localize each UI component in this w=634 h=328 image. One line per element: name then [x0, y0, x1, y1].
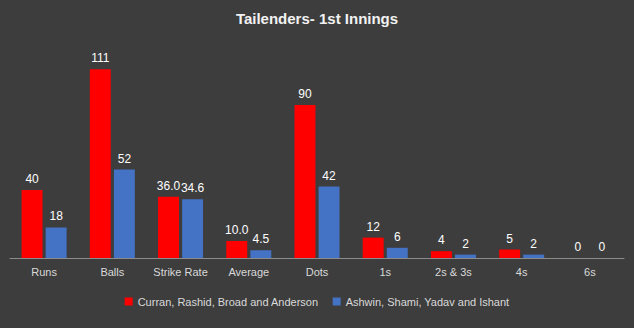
svg-text:90: 90 — [298, 87, 312, 101]
svg-text:Curran, Rashid, Broad and Ande: Curran, Rashid, Broad and Anderson — [138, 296, 318, 308]
svg-text:Balls: Balls — [100, 266, 124, 278]
svg-text:Ashwin, Shami, Yadav and Ishan: Ashwin, Shami, Yadav and Ishant — [346, 296, 509, 308]
svg-text:10.0: 10.0 — [225, 223, 249, 237]
svg-text:40: 40 — [25, 172, 39, 186]
svg-text:2: 2 — [530, 237, 537, 251]
svg-text:Tailenders- 1st Innings: Tailenders- 1st Innings — [236, 10, 398, 27]
svg-text:4: 4 — [438, 233, 445, 247]
svg-text:52: 52 — [118, 152, 132, 166]
svg-text:111: 111 — [91, 51, 110, 65]
svg-text:Runs: Runs — [31, 266, 57, 278]
svg-text:Dots: Dots — [306, 266, 329, 278]
svg-text:0: 0 — [599, 240, 606, 254]
svg-text:5: 5 — [506, 232, 513, 246]
svg-text:6: 6 — [394, 230, 401, 244]
svg-text:34.6: 34.6 — [181, 181, 205, 195]
svg-text:42: 42 — [322, 169, 336, 183]
svg-text:Average: Average — [228, 266, 269, 278]
svg-text:2: 2 — [462, 237, 469, 251]
svg-text:0: 0 — [575, 240, 582, 254]
svg-text:6s: 6s — [584, 266, 596, 278]
svg-text:4.5: 4.5 — [252, 232, 269, 246]
svg-text:1s: 1s — [379, 266, 391, 278]
svg-text:4s: 4s — [516, 266, 528, 278]
svg-text:2s & 3s: 2s & 3s — [435, 266, 472, 278]
svg-text:36.0: 36.0 — [157, 179, 181, 193]
svg-text:18: 18 — [49, 209, 63, 223]
svg-text:Strike Rate: Strike Rate — [153, 266, 207, 278]
svg-text:12: 12 — [367, 220, 381, 234]
